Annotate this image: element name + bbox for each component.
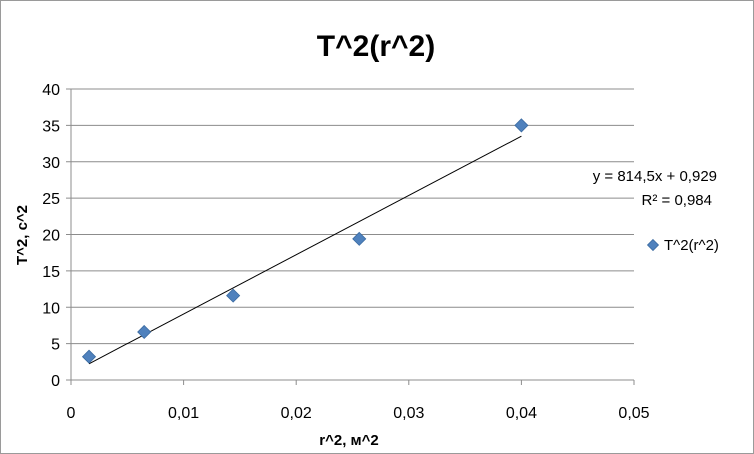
- data-points: [81, 118, 529, 364]
- y-tick-label: 15: [42, 264, 60, 281]
- y-tick-label: 30: [42, 155, 60, 172]
- y-tick-label: 35: [42, 118, 60, 135]
- chart-title: T^2(r^2): [317, 30, 435, 63]
- trendline: [88, 135, 522, 365]
- x-tick-label: 0,01: [168, 405, 199, 422]
- x-tick-label: 0,04: [506, 405, 537, 422]
- axes: [70, 89, 634, 381]
- x-tick-label: 0: [67, 405, 76, 422]
- y-tick-label: 40: [42, 82, 60, 99]
- x-tick-label: 0,02: [281, 405, 312, 422]
- x-tick-labels: 0 0,01 0,02 0,03 0,04 0,05: [67, 405, 650, 422]
- x-tick-label: 0,03: [393, 405, 424, 422]
- gridlines: [66, 88, 635, 385]
- legend: T^2(r^2): [646, 237, 719, 254]
- x-axis-title: r^2, м^2: [319, 432, 378, 449]
- y-tick-label: 20: [42, 228, 60, 245]
- trendline-r-squared: R² = 0,984: [642, 192, 712, 209]
- data-point: [514, 118, 529, 133]
- y-axis-title: T^2, с^2: [14, 205, 31, 265]
- legend-marker: [646, 238, 660, 252]
- y-tick-label: 0: [51, 373, 60, 390]
- y-tick-label: 10: [42, 300, 60, 317]
- data-point: [352, 231, 367, 246]
- data-point: [81, 349, 97, 364]
- data-point: [226, 288, 241, 303]
- y-tick-label: 5: [51, 337, 60, 354]
- trendline-equation: y = 814,5x + 0,929: [593, 168, 717, 185]
- legend-label: T^2(r^2): [664, 237, 719, 254]
- y-tick-label: 25: [42, 191, 60, 208]
- x-tick-label: 0,05: [618, 405, 649, 422]
- data-point: [137, 324, 152, 340]
- y-tick-labels: 0 5 10 15 20 25 30 35 40: [42, 82, 60, 390]
- trendline-path: [88, 135, 522, 365]
